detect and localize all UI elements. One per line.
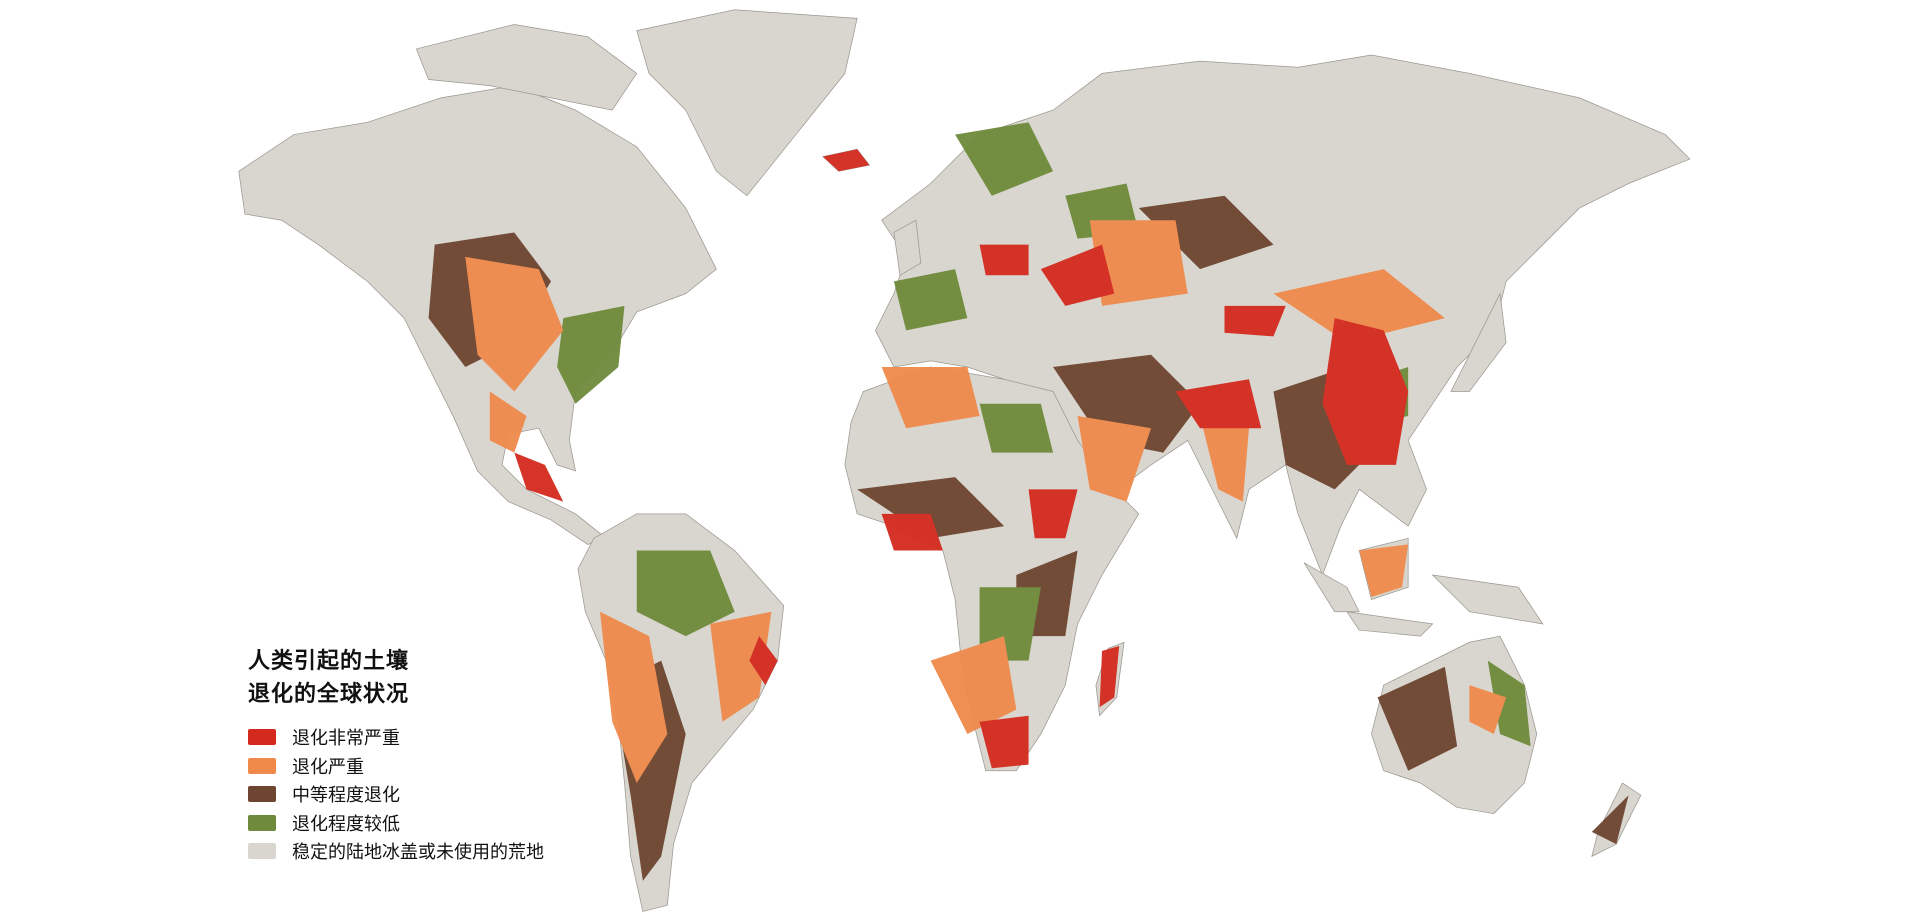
legend-swatch-stable	[248, 843, 276, 860]
legend-label: 稳定的陆地冰盖或未使用的荒地	[292, 842, 544, 864]
legend-swatch-moderate	[248, 786, 276, 803]
greenland	[636, 9, 858, 197]
legend-list: 退化非常严重 退化严重 中等程度退化 退化程度较低 稳定的陆地冰盖或未使用的荒地	[248, 723, 544, 866]
land-base	[238, 9, 1691, 912]
indonesia	[1303, 537, 1544, 637]
legend-title-line2: 退化的全球状况	[248, 682, 410, 707]
legend-item-very-severe: 退化非常严重	[248, 723, 544, 752]
arctic-islands	[415, 24, 638, 111]
legend-label: 中等程度退化	[292, 785, 400, 807]
legend-title-line1: 人类引起的土壤	[248, 649, 410, 674]
japan	[1450, 292, 1507, 392]
map-legend: 人类引起的土壤 退化的全球状况 退化非常严重 退化严重 中等程度退化 退化程度较…	[248, 645, 544, 866]
legend-item-severe: 退化严重	[248, 752, 544, 781]
legend-swatch-very-severe	[248, 729, 276, 746]
degradation-patches	[428, 122, 1629, 881]
uk	[893, 219, 922, 276]
legend-item-light: 退化程度较低	[248, 809, 544, 838]
legend-swatch-light	[248, 814, 276, 831]
legend-swatch-severe	[248, 757, 276, 774]
legend-item-moderate: 中等程度退化	[248, 780, 544, 809]
legend-item-stable: 稳定的陆地冰盖或未使用的荒地	[248, 837, 544, 866]
legend-label: 退化严重	[292, 756, 364, 778]
legend-label: 退化非常严重	[292, 728, 400, 750]
legend-label: 退化程度较低	[292, 813, 400, 835]
